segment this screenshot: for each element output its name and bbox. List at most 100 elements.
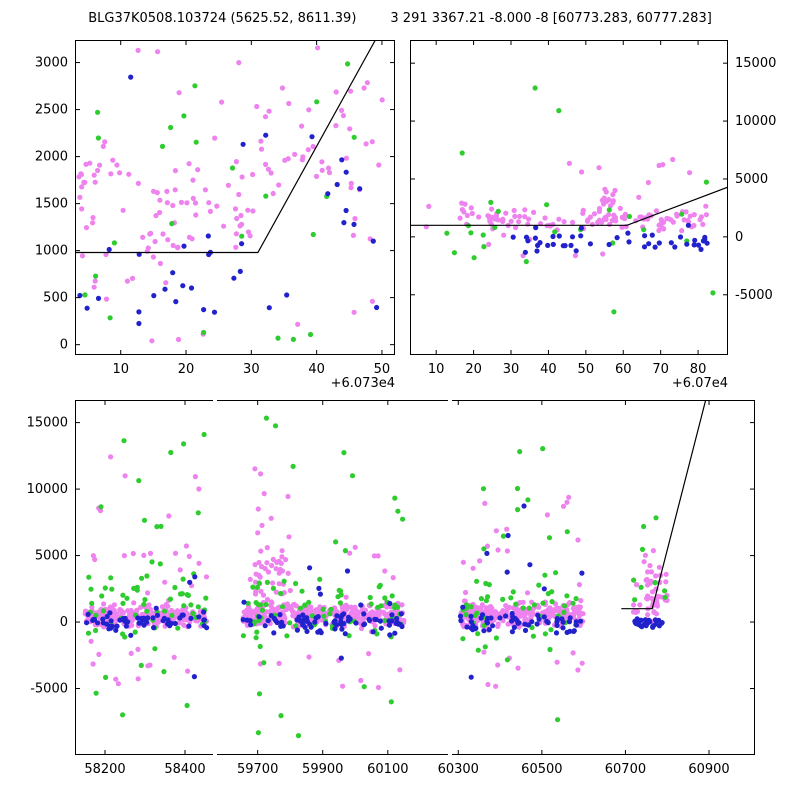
data-point-violet	[577, 604, 583, 610]
data-point-green	[679, 211, 685, 217]
data-point-green	[367, 594, 373, 601]
data-point-violet	[276, 182, 282, 188]
data-point-violet	[658, 217, 664, 223]
data-point-blue	[237, 268, 243, 274]
data-point-violet	[687, 213, 693, 219]
data-point-violet	[343, 594, 349, 600]
data-point-blue	[569, 234, 576, 240]
figure-title: BLG37K0508.103724 (5625.52, 8611.39) 3 2…	[0, 11, 800, 26]
data-point-violet	[113, 617, 119, 623]
data-point-violet	[384, 604, 390, 610]
data-point-blue	[339, 157, 345, 163]
data-point-green	[180, 576, 186, 582]
data-point-blue	[392, 630, 398, 636]
data-point-violet	[339, 107, 345, 113]
data-point-violet	[653, 208, 660, 214]
data-point-violet	[160, 604, 166, 610]
data-point-green	[526, 605, 532, 611]
data-point-green	[159, 143, 166, 149]
data-point-violet	[178, 199, 184, 205]
data-point-violet	[206, 200, 212, 206]
data-point-violet	[135, 47, 141, 54]
data-point-green	[392, 495, 398, 501]
data-point-violet	[343, 155, 349, 161]
data-point-violet	[371, 610, 377, 616]
data-point-violet	[255, 530, 261, 536]
data-point-violet	[258, 588, 264, 595]
data-point-blue	[201, 617, 207, 623]
data-point-violet	[254, 103, 260, 110]
data-point-green	[172, 584, 178, 591]
data-point-blue	[104, 613, 110, 620]
data-point-green	[141, 517, 148, 523]
data-point-blue	[468, 674, 474, 680]
data-point-violet	[291, 601, 297, 607]
y-tick-label: 5000	[735, 172, 768, 187]
data-point-green	[181, 441, 187, 447]
data-point-green	[531, 602, 538, 608]
data-point-violet	[306, 107, 312, 113]
data-point-violet	[470, 565, 476, 571]
data-point-green	[203, 595, 209, 601]
data-point-violet	[703, 212, 710, 218]
data-point-green	[488, 199, 494, 205]
data-point-violet	[176, 620, 182, 626]
data-point-blue	[247, 618, 253, 624]
data-point-blue	[372, 616, 378, 622]
data-point-green	[703, 179, 710, 185]
data-point-blue	[578, 233, 584, 239]
data-point-violet	[566, 160, 573, 166]
data-point-violet	[637, 214, 643, 220]
data-point-blue	[358, 602, 364, 608]
data-point-blue	[397, 621, 403, 627]
data-point-violet	[399, 602, 405, 608]
data-point-violet	[468, 205, 474, 211]
x-tick-label: 20	[465, 362, 482, 377]
data-point-green	[641, 227, 647, 233]
x-tick-label: 70	[652, 362, 669, 377]
data-point-blue	[323, 620, 329, 627]
data-point-violet	[698, 214, 705, 220]
data-point-violet	[110, 157, 116, 163]
data-point-green	[287, 620, 293, 626]
data-point-green	[181, 603, 187, 609]
data-point-violet	[655, 593, 661, 599]
data-point-violet	[564, 499, 570, 505]
data-point-violet	[155, 49, 161, 55]
data-point-violet	[347, 550, 353, 556]
x-tick-label: 58400	[164, 762, 205, 777]
data-point-green	[564, 593, 570, 599]
data-point-green	[483, 580, 489, 587]
data-point-violet	[153, 213, 159, 219]
data-point-green	[475, 631, 481, 637]
data-point-violet	[382, 568, 388, 574]
data-point-green	[299, 588, 305, 594]
data-point-violet	[135, 676, 141, 682]
data-point-violet	[685, 217, 691, 224]
data-point-violet	[281, 614, 287, 620]
data-point-blue	[614, 235, 620, 241]
data-point-violet	[477, 558, 483, 564]
data-point-green	[515, 507, 521, 513]
data-point-violet	[482, 500, 488, 506]
data-point-violet	[82, 179, 88, 185]
data-point-violet	[152, 238, 158, 245]
data-point-violet	[192, 474, 198, 480]
data-point-green	[314, 99, 320, 105]
data-point-violet	[130, 550, 136, 557]
data-point-violet	[117, 170, 123, 176]
data-point-blue	[177, 615, 183, 621]
data-point-blue	[274, 619, 280, 626]
data-point-violet	[249, 611, 255, 617]
data-point-violet	[531, 209, 537, 215]
data-point-blue	[464, 624, 470, 630]
data-point-violet	[575, 667, 581, 673]
data-point-blue	[104, 621, 110, 627]
x-offset-label: +6.07e4	[672, 376, 728, 391]
data-point-violet	[225, 182, 231, 188]
data-point-violet	[140, 234, 146, 240]
data-point-violet	[176, 90, 182, 96]
data-point-green	[95, 135, 101, 141]
data-point-blue	[77, 292, 83, 299]
y-tick-label: 2500	[35, 103, 68, 118]
